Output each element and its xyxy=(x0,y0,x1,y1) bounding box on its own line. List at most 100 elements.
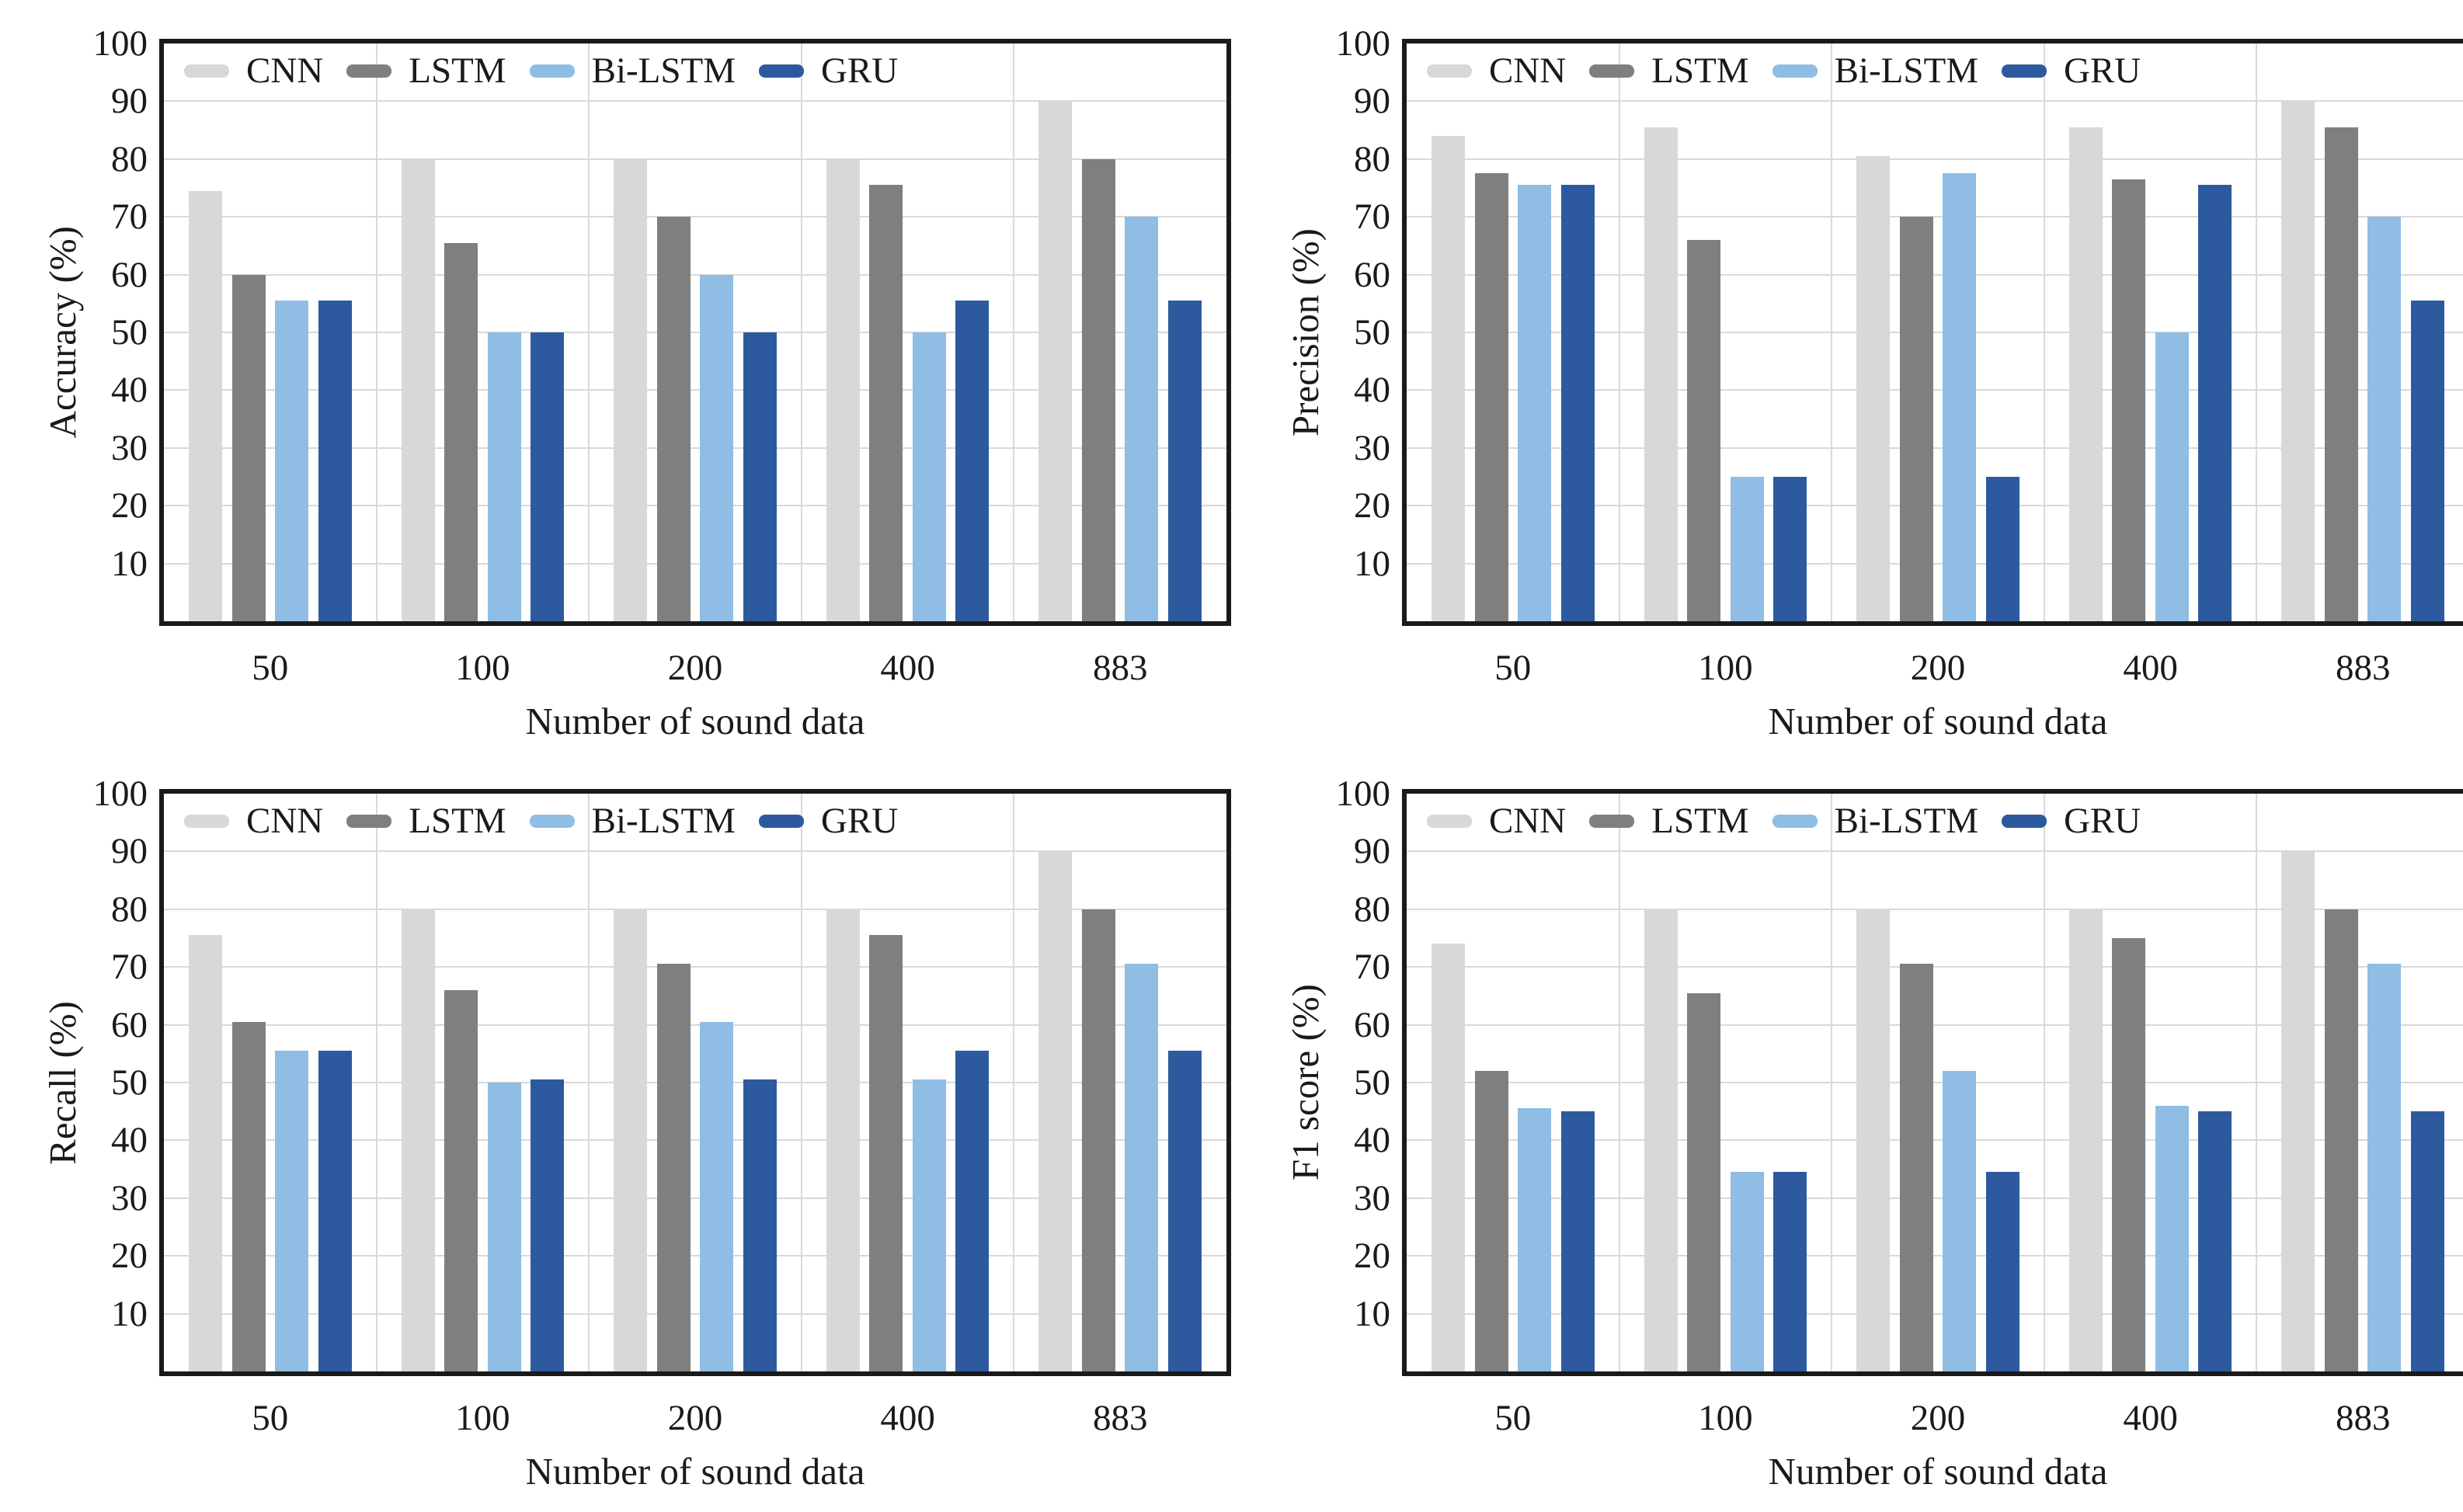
y-tick-label: 60 xyxy=(111,254,148,295)
gridline-horizontal xyxy=(1407,332,2463,333)
bar-lstm-100 xyxy=(444,989,478,1371)
bar-cnn-50 xyxy=(189,935,223,1371)
y-tick-label: 30 xyxy=(111,427,148,468)
bar-bi-lstm-400 xyxy=(2155,332,2189,621)
gridline-vertical xyxy=(2043,794,2045,1371)
bar-cnn-400 xyxy=(826,158,860,621)
bar-cnn-100 xyxy=(401,909,435,1371)
x-tick-label: 400 xyxy=(2123,1398,2178,1438)
gridline-horizontal xyxy=(164,389,1226,391)
y-tick-label: 10 xyxy=(111,543,148,584)
gridline-vertical xyxy=(800,794,802,1371)
bar-bi-lstm-50 xyxy=(275,1051,309,1371)
legend-swatch-lstm xyxy=(1589,815,1635,828)
gridline-horizontal xyxy=(164,966,1226,968)
chart-panel-recall: Recall (%) 100 90 80 70 60 50 40 30 20 10 CNN LSTM… xyxy=(31,763,1251,1512)
gridline-vertical xyxy=(1013,43,1015,621)
x-tick-label: 200 xyxy=(667,1398,723,1438)
legend-swatch-gru xyxy=(759,64,805,78)
legend-swatch-bi-lstm xyxy=(529,815,575,828)
legend-item-cnn: CNN xyxy=(1427,803,1566,839)
gridline-vertical xyxy=(800,43,802,621)
bar-cnn-100 xyxy=(1644,127,1678,621)
bar-gru-100 xyxy=(531,1079,565,1371)
legend-item-lstm: LSTM xyxy=(346,53,506,89)
y-tick-label: 30 xyxy=(111,1177,148,1218)
gridline-vertical xyxy=(1013,794,1015,1371)
legend-item-bi-lstm: Bi-LSTM xyxy=(1772,803,1978,839)
y-tick-label: 20 xyxy=(111,485,148,527)
x-tick-label: 400 xyxy=(2123,648,2178,688)
x-tick-label: 883 xyxy=(1092,1398,1148,1438)
x-tick-label: 50 xyxy=(252,648,289,688)
legend-swatch-gru xyxy=(2002,815,2047,828)
gridline-horizontal xyxy=(164,1197,1226,1199)
gridline-horizontal xyxy=(164,273,1226,276)
x-tick-label: 400 xyxy=(880,648,935,688)
legend-label: CNN xyxy=(246,801,324,841)
bar-bi-lstm-100 xyxy=(1730,477,1764,621)
y-tick-label: 70 xyxy=(111,947,148,988)
bar-lstm-200 xyxy=(656,964,691,1371)
plot-area: CNN LSTM Bi-LSTM GRU xyxy=(159,39,1231,626)
gridline-horizontal xyxy=(164,505,1226,507)
legend: CNN LSTM Bi-LSTM GRU xyxy=(184,803,898,839)
legend-swatch-lstm xyxy=(346,64,392,78)
bar-gru-100 xyxy=(531,332,565,621)
y-tick-label: 80 xyxy=(1354,138,1390,179)
bar-bi-lstm-200 xyxy=(700,1021,734,1371)
bar-lstm-400 xyxy=(2112,179,2146,621)
legend: CNN LSTM Bi-LSTM GRU xyxy=(184,53,898,89)
bar-bi-lstm-100 xyxy=(1730,1172,1764,1371)
bar-gru-50 xyxy=(318,301,352,621)
legend: CNN LSTM Bi-LSTM GRU xyxy=(1427,803,2141,839)
x-tick-label: 200 xyxy=(667,648,723,688)
bar-bi-lstm-883 xyxy=(2367,964,2402,1371)
y-tick-label: 90 xyxy=(1354,831,1390,872)
gridline-horizontal xyxy=(1407,273,2463,276)
x-tick-label: 883 xyxy=(1092,648,1148,688)
y-tick-label: 40 xyxy=(1354,1120,1390,1161)
gridline-horizontal xyxy=(1407,966,2463,968)
bar-cnn-400 xyxy=(2068,127,2103,621)
y-tick-label: 80 xyxy=(111,888,148,930)
legend-swatch-cnn xyxy=(1427,815,1472,828)
gridline-horizontal xyxy=(164,447,1226,449)
bar-gru-50 xyxy=(1560,1111,1595,1371)
bar-gru-100 xyxy=(1773,477,1807,621)
bar-gru-400 xyxy=(955,1051,990,1371)
x-tick-label: 50 xyxy=(1494,648,1532,688)
gridline-horizontal xyxy=(164,332,1226,333)
legend-swatch-cnn xyxy=(184,815,229,828)
legend-label: Bi-LSTM xyxy=(591,50,736,91)
bar-gru-200 xyxy=(1985,477,2019,621)
bar-lstm-50 xyxy=(231,1021,266,1371)
gridline-horizontal xyxy=(1407,1312,2463,1315)
x-tick-label: 200 xyxy=(1910,1398,1966,1438)
gridline-horizontal xyxy=(164,1024,1226,1026)
legend-item-gru: GRU xyxy=(2002,803,2141,839)
legend-label: LSTM xyxy=(409,801,506,841)
legend-label: Bi-LSTM xyxy=(591,801,736,841)
legend-item-cnn: CNN xyxy=(184,803,323,839)
legend-label: CNN xyxy=(1489,50,1567,91)
bar-lstm-400 xyxy=(869,185,903,621)
gridline-horizontal xyxy=(164,100,1226,103)
gridline-horizontal xyxy=(164,850,1226,853)
bar-lstm-200 xyxy=(1899,964,1933,1371)
bar-lstm-100 xyxy=(1687,239,1721,621)
gridline-horizontal xyxy=(164,1255,1226,1257)
y-tick-label: 90 xyxy=(111,831,148,872)
y-tick-label: 60 xyxy=(111,1004,148,1045)
bar-cnn-883 xyxy=(1038,851,1073,1371)
y-tick-label: 100 xyxy=(1335,23,1391,64)
gridline-horizontal xyxy=(164,1139,1226,1142)
bar-bi-lstm-400 xyxy=(2155,1105,2189,1371)
bar-cnn-200 xyxy=(1856,909,1891,1371)
bar-gru-200 xyxy=(743,332,777,621)
y-axis-ticks: 100 90 80 70 60 50 40 30 20 10 xyxy=(31,763,148,1512)
bar-gru-883 xyxy=(2410,301,2444,621)
y-tick-label: 40 xyxy=(1354,370,1390,411)
bar-bi-lstm-50 xyxy=(1518,185,1552,621)
